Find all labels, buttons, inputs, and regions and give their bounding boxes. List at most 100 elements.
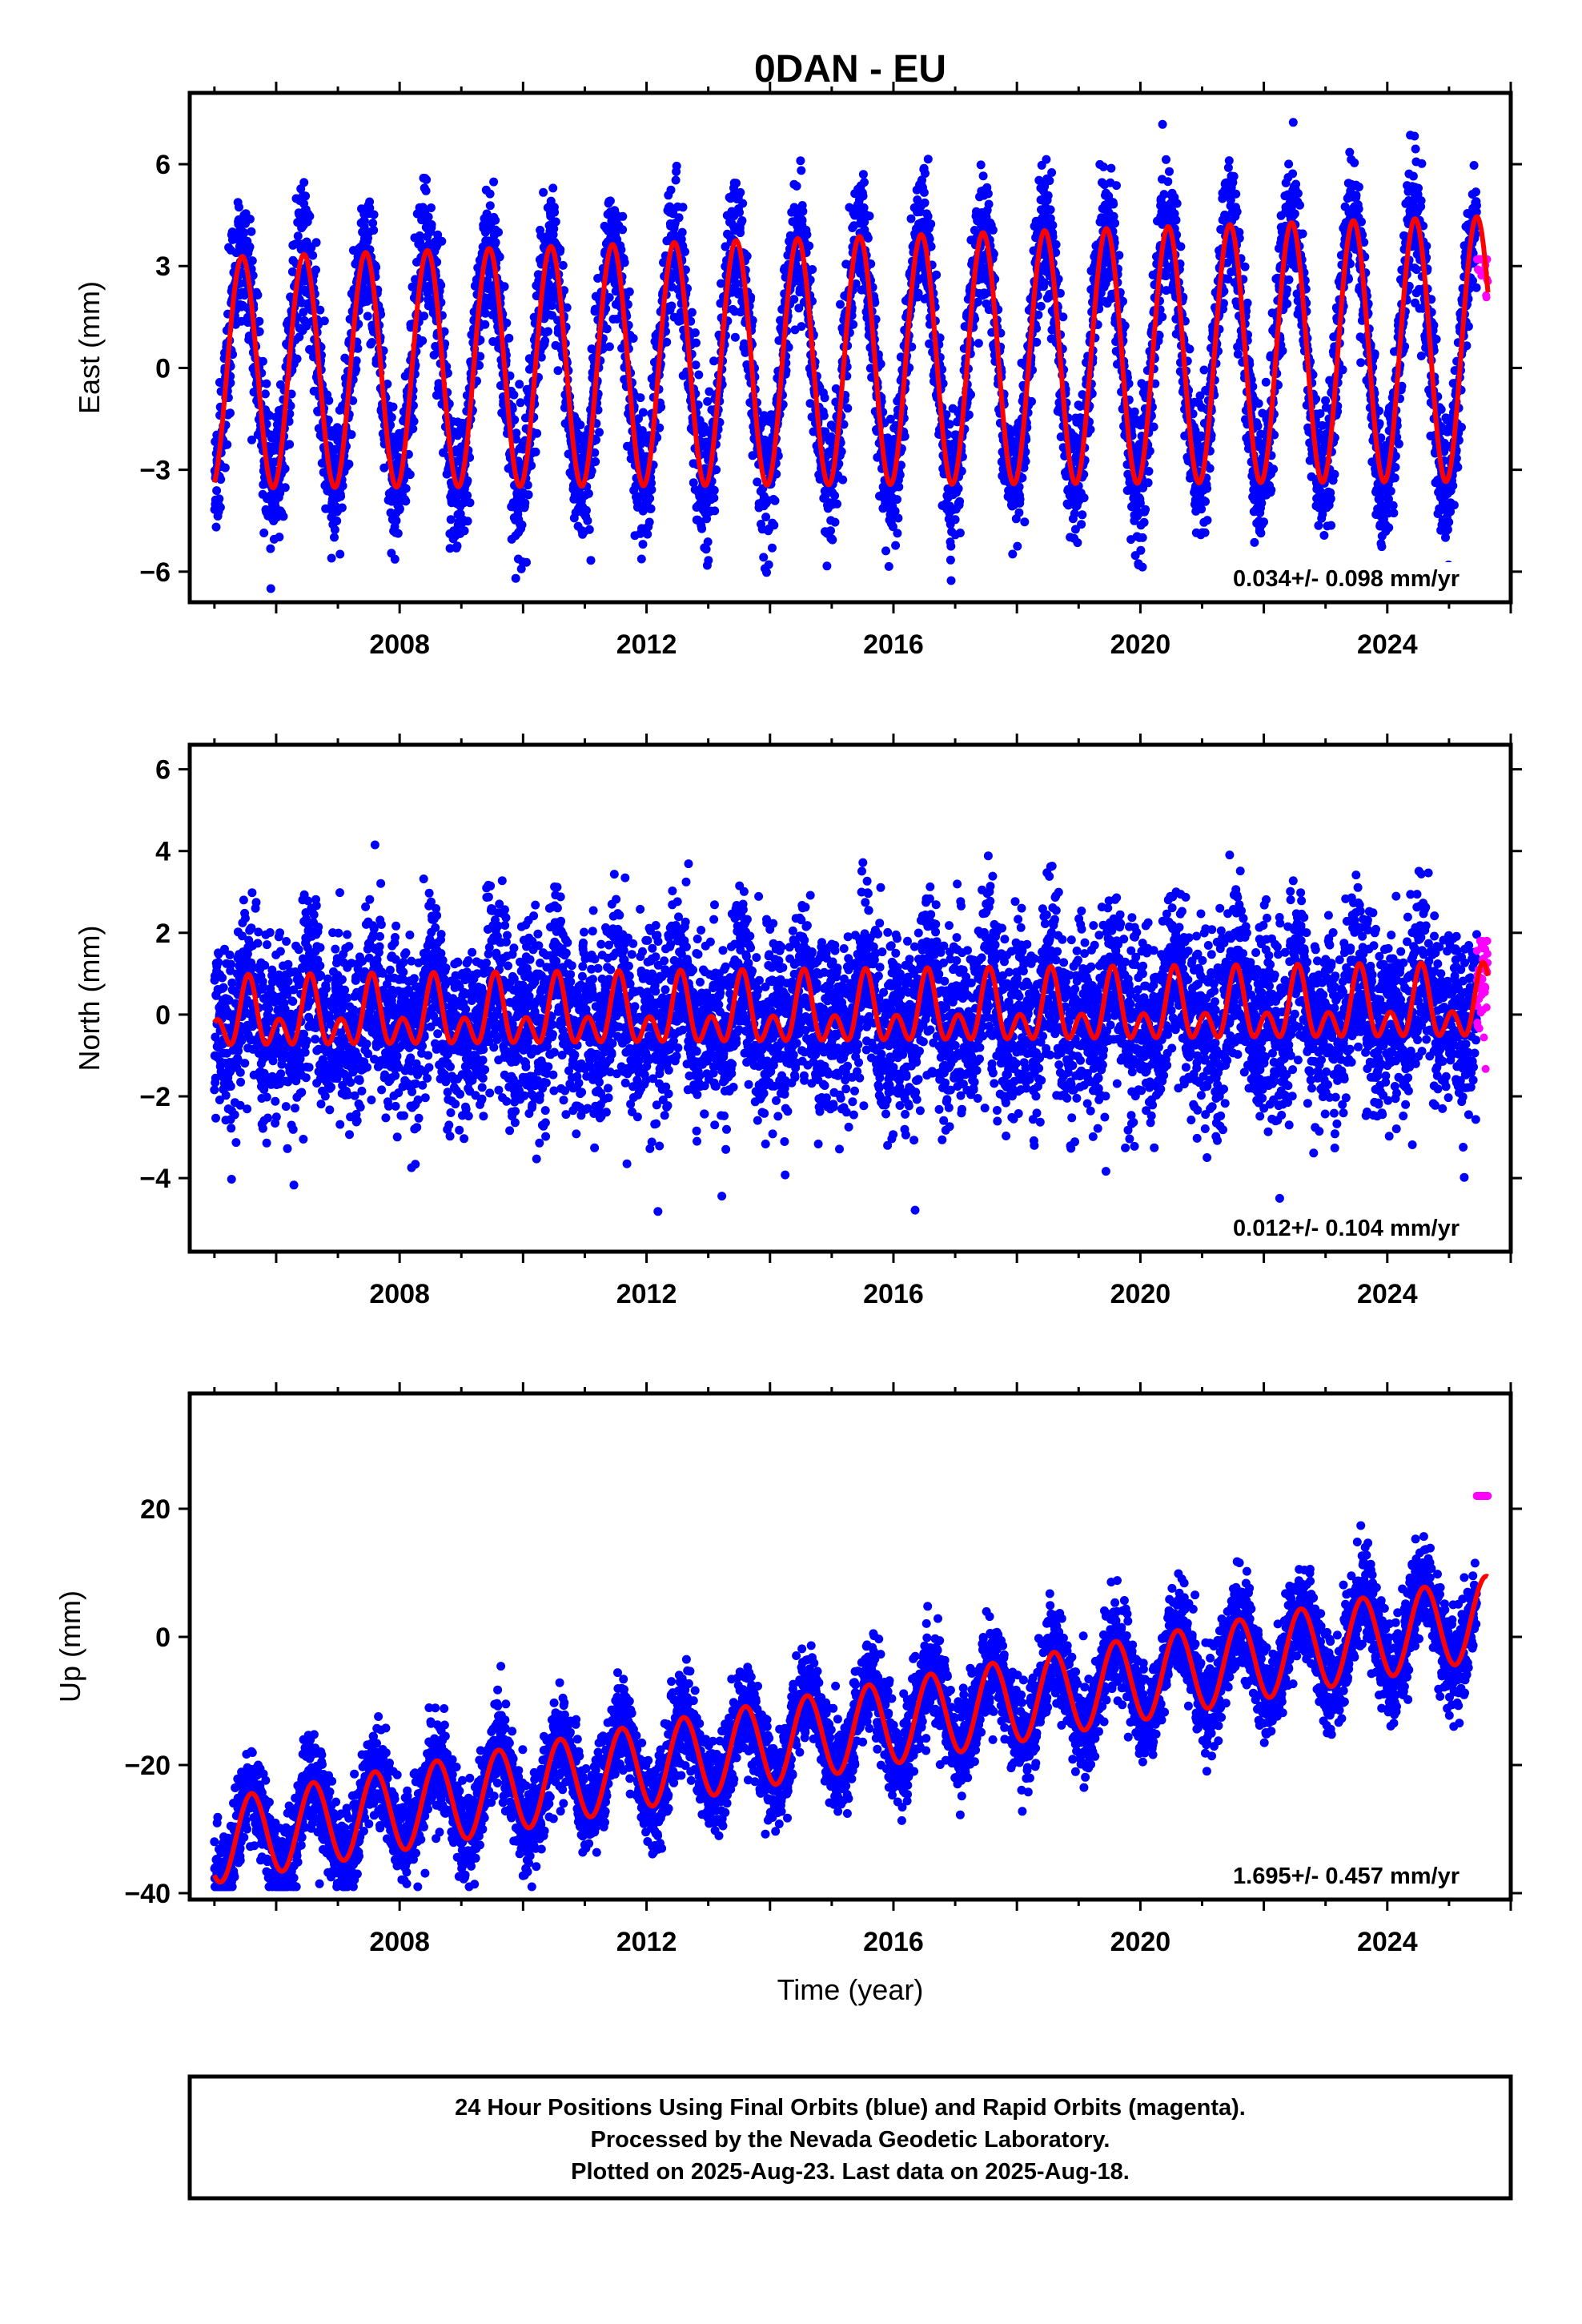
east-final-point xyxy=(437,236,447,246)
east-final-point xyxy=(984,199,994,209)
east-final-point xyxy=(365,203,375,213)
east-final-point xyxy=(212,486,222,496)
east-final-point xyxy=(836,300,845,309)
east-final-point xyxy=(1098,162,1108,171)
east-final-point xyxy=(798,207,808,216)
east-final-point xyxy=(215,503,225,513)
east-final-point xyxy=(480,320,490,329)
east-final-point xyxy=(226,408,235,418)
east-final-point xyxy=(893,529,902,538)
east-final-point xyxy=(983,189,993,199)
east-final-point xyxy=(491,215,500,225)
east-final-point xyxy=(418,336,428,345)
east-final-point xyxy=(830,491,840,501)
east-final-point xyxy=(638,540,648,549)
east-final-point xyxy=(893,495,901,505)
east-final-point xyxy=(946,555,955,565)
east-final-point xyxy=(314,424,323,433)
east-final-point xyxy=(319,316,329,326)
east-final-point xyxy=(351,364,361,374)
east-final-point xyxy=(738,199,748,208)
east-final-point xyxy=(1027,396,1036,406)
east-final-point xyxy=(311,238,321,247)
east-final-point xyxy=(826,526,835,536)
east-final-point xyxy=(955,529,965,537)
east-final-point xyxy=(1077,520,1086,529)
east-final-point xyxy=(253,290,263,300)
east-final-point xyxy=(586,556,596,565)
east-final-point xyxy=(828,535,837,545)
east-final-point xyxy=(427,220,436,229)
east-final-point xyxy=(1073,538,1082,548)
east-final-point xyxy=(884,561,893,571)
east-final-point xyxy=(353,344,363,353)
east-final-point xyxy=(770,496,780,505)
east-final-point xyxy=(932,270,942,279)
east-final-point xyxy=(1058,312,1068,322)
east-final-point xyxy=(463,517,472,526)
east-final-point xyxy=(359,216,369,226)
east-final-point xyxy=(211,522,221,532)
east-final-point xyxy=(671,175,681,185)
east-final-point xyxy=(332,517,342,525)
east-final-point xyxy=(299,178,309,187)
east-final-point xyxy=(906,214,916,223)
east-final-point xyxy=(330,525,339,534)
east-final-point xyxy=(964,410,974,420)
east-final-point xyxy=(881,546,890,556)
east-final-point xyxy=(605,196,615,206)
east-final-point xyxy=(500,282,509,292)
east-final-point xyxy=(672,161,681,171)
east-final-point xyxy=(595,428,604,437)
east-final-point xyxy=(926,219,936,229)
east-final-point xyxy=(988,225,998,235)
east-final-point xyxy=(539,187,548,197)
east-final-point xyxy=(245,215,255,224)
east-final-point xyxy=(446,515,456,525)
east-final-point xyxy=(295,332,304,342)
east-final-point xyxy=(465,498,475,508)
east-final-point xyxy=(703,537,713,547)
east-final-point xyxy=(737,216,747,225)
east-final-point xyxy=(551,217,560,227)
east-final-point xyxy=(638,408,648,417)
east-final-point xyxy=(1110,219,1120,228)
east-final-point xyxy=(645,493,655,503)
east-final-point xyxy=(709,493,719,503)
east-final-point xyxy=(330,533,339,542)
east-final-point xyxy=(701,545,711,554)
east-final-point xyxy=(223,440,232,449)
east-final-point xyxy=(260,389,270,399)
east-final-point xyxy=(1043,191,1053,200)
east-final-point xyxy=(736,228,745,238)
east-final-point xyxy=(511,573,520,583)
east-final-point xyxy=(365,197,375,207)
east-final-point xyxy=(390,554,400,564)
east-final-point xyxy=(769,521,779,530)
east-final-point xyxy=(576,420,585,430)
east-final-point xyxy=(830,517,840,527)
east-final-point xyxy=(275,533,284,542)
east-final-point xyxy=(245,242,255,251)
east-final-point xyxy=(1020,517,1030,527)
east-final-point xyxy=(401,484,411,493)
east-final-point xyxy=(712,465,721,475)
east-final-point xyxy=(544,327,552,336)
east-final-point xyxy=(954,484,963,493)
east-final-point xyxy=(1045,176,1054,186)
east-final-point xyxy=(792,181,801,191)
east-final-point xyxy=(797,215,807,225)
east-final-point xyxy=(522,557,531,567)
east-final-point xyxy=(553,366,563,376)
east-final-point xyxy=(710,506,720,516)
east-final-point xyxy=(215,494,224,504)
east-final-point xyxy=(1032,337,1042,347)
east-final-point xyxy=(491,238,500,247)
east-final-point xyxy=(797,322,806,332)
east-final-point xyxy=(247,435,256,444)
east-final-point xyxy=(421,186,431,195)
east-final-point xyxy=(556,245,565,255)
east-data-layer xyxy=(210,118,1492,593)
east-final-point xyxy=(369,226,379,235)
